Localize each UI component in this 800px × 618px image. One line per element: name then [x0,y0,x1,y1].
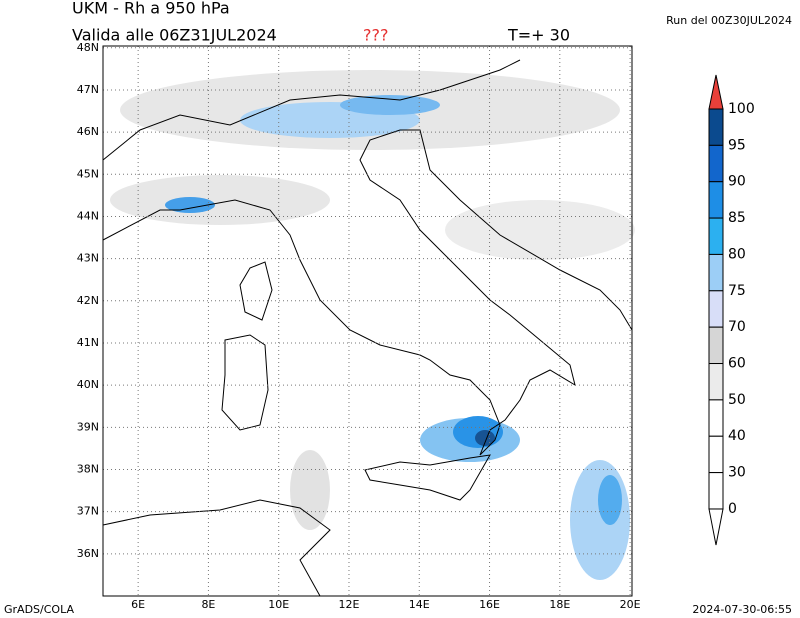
footer-left: GrADS/COLA [4,603,74,616]
colorbar-box [708,399,724,437]
lat-label: 43N [77,252,99,265]
map-area: 48N 47N 46N 45N 44N 43N 42N 41N 40N 39N 38N 37N 36N 6… [77,41,641,611]
map-frame [102,45,633,597]
colorbar-box [708,435,724,474]
colorbar-label: 90 [728,174,746,190]
colorbar-box [708,290,724,328]
grid: 48N 47N 46N 45N 44N 43N 42N 41N 40N 39N 38N 37N 36N 6… [77,41,641,611]
colorbar-box [708,363,724,401]
valid-time: Valida alle 06Z31JUL2024 [72,26,277,45]
forecast-step: T=+ 30 [507,26,570,45]
lat-label: 46N [77,125,99,138]
lon-label: 20E [620,598,641,611]
flag: ??? [363,26,388,45]
colorbar-label: 75 [728,283,746,299]
colorbar-box [708,181,724,219]
colorbar-label: 70 [728,319,746,335]
lat-label: 40N [77,378,99,391]
humidity-field [110,70,635,580]
colorbar-label: 100 [728,101,755,117]
lon-label: 14E [409,598,430,611]
colorbar-box [708,217,724,255]
colorbar-label: 95 [728,137,746,153]
coastlines [102,59,633,597]
colorbar-box [708,108,724,146]
footer-right: 2024-07-30-06:55 [692,603,792,616]
lat-label: 36N [77,547,99,560]
lon-label: 12E [339,598,360,611]
lon-label: 16E [479,598,500,611]
colorbar-under [708,508,724,546]
lat-label: 47N [77,83,99,96]
lat-label: 44N [77,209,99,222]
lon-label: 8E [201,598,215,611]
colorbar: 100 95 90 85 80 75 70 60 50 40 30 0 [708,74,755,546]
colorbar-box [708,144,724,183]
title: UKM - Rh a 950 hPa [72,0,230,18]
colorbar-label: 80 [728,246,746,262]
colorbar-label: 40 [728,428,746,444]
colorbar-box [708,472,724,510]
lon-label: 18E [549,598,570,611]
lon-label: 6E [131,598,145,611]
colorbar-label: 50 [728,392,746,408]
lat-label: 45N [77,167,99,180]
colorbar-label: 0 [728,501,737,517]
lat-label: 42N [77,294,99,307]
colorbar-over [708,74,724,110]
run-info: Run del 00Z30JUL2024 [666,14,792,27]
lat-label: 39N [77,420,99,433]
colorbar-box [708,326,724,365]
lat-label: 38N [77,462,99,475]
colorbar-label: 30 [728,465,746,481]
colorbar-box [708,253,724,292]
lat-label: 37N [77,505,99,518]
lat-label: 48N [77,41,99,54]
colorbar-label: 60 [728,356,746,372]
colorbar-label: 85 [728,210,746,226]
lat-label: 41N [77,336,99,349]
lon-label: 10E [268,598,289,611]
